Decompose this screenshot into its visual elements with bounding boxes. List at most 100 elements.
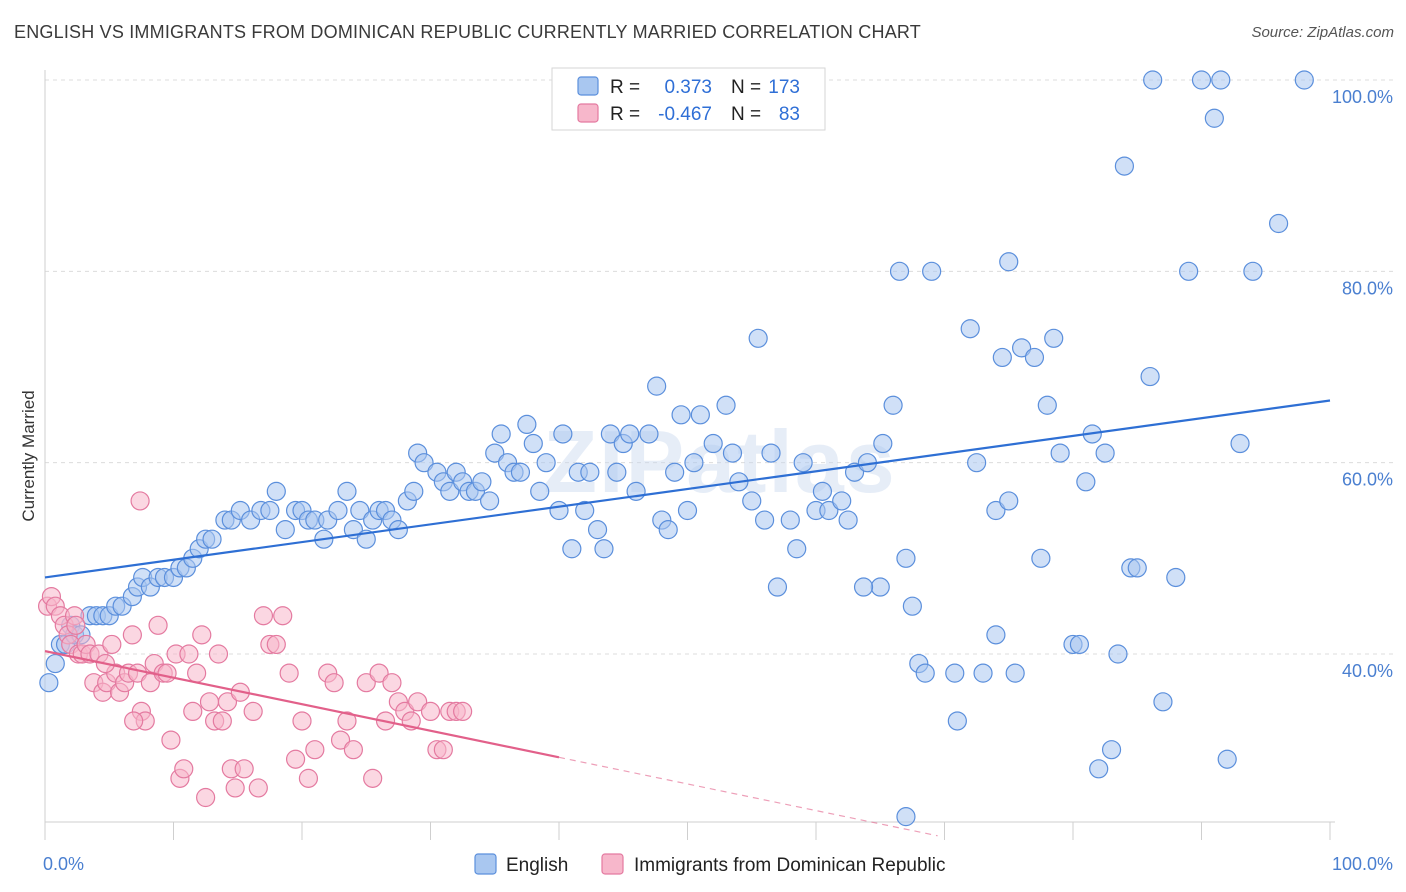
data-point <box>225 778 245 798</box>
data-point <box>279 663 299 683</box>
data-point <box>39 673 59 693</box>
bottom-legend-swatch-dominican <box>601 853 624 875</box>
data-point <box>480 491 500 511</box>
data-point <box>973 663 993 683</box>
data-point <box>945 663 965 683</box>
data-point <box>196 787 216 808</box>
data-point <box>343 740 363 760</box>
data-point <box>549 500 569 521</box>
data-point <box>1011 338 1032 358</box>
data-point <box>408 692 428 712</box>
data-point <box>420 701 441 722</box>
data-point <box>793 453 813 473</box>
data-point <box>363 768 383 788</box>
data-point <box>594 539 614 559</box>
data-point <box>1024 347 1045 368</box>
data-point <box>248 778 268 798</box>
data-point <box>587 520 608 540</box>
data-point <box>414 453 434 473</box>
chart-title: ENGLISH VS IMMIGRANTS FROM DOMINICAN REP… <box>14 22 921 42</box>
data-point <box>986 500 1006 521</box>
data-point <box>690 405 710 425</box>
data-point <box>844 462 865 482</box>
data-point <box>915 663 935 683</box>
data-point <box>873 433 893 454</box>
axes <box>44 70 1335 840</box>
data-point <box>1108 644 1128 664</box>
trend-line-dominican-extrapolated <box>558 756 938 837</box>
data-point <box>453 701 473 722</box>
data-point <box>1140 366 1160 387</box>
data-point <box>999 252 1019 272</box>
data-point <box>684 453 704 473</box>
data-point <box>1230 433 1250 454</box>
data-point <box>1268 213 1289 234</box>
data-point <box>992 347 1012 368</box>
data-point <box>999 491 1019 511</box>
legend-r-label: R = <box>610 77 640 98</box>
data-point <box>266 634 286 655</box>
data-point <box>1005 663 1025 683</box>
bottom-legend: English Immigrants from Dominican Republ… <box>474 853 946 876</box>
data-point <box>607 462 627 482</box>
data-point <box>1114 156 1135 176</box>
data-point <box>754 510 775 530</box>
y-tick-label: 60.0% <box>1342 470 1393 490</box>
data-point <box>130 491 150 511</box>
data-point <box>1179 261 1199 281</box>
data-point <box>562 539 582 559</box>
data-point <box>1127 558 1147 578</box>
legend-r-value-english: 0.373 <box>664 77 712 98</box>
data-point <box>748 328 768 348</box>
data-point <box>902 596 922 616</box>
data-point <box>703 433 723 454</box>
legend-n-value-english: 173 <box>768 77 800 98</box>
data-point <box>1101 740 1122 760</box>
data-point <box>812 481 833 501</box>
data-point <box>148 615 168 635</box>
bottom-legend-english: English <box>506 855 568 876</box>
data-point <box>382 673 402 693</box>
data-point <box>491 424 511 444</box>
data-point <box>580 462 600 482</box>
data-point <box>202 529 222 549</box>
data-point <box>896 548 916 568</box>
legend-r-label: R = <box>610 104 640 125</box>
data-point <box>285 749 306 769</box>
data-point <box>330 730 351 750</box>
data-point <box>1031 548 1051 568</box>
x-tick-label: 0.0% <box>43 854 84 874</box>
data-point <box>433 740 453 760</box>
data-point <box>161 730 181 750</box>
data-point <box>523 433 543 454</box>
data-point <box>722 443 743 463</box>
data-point <box>510 462 531 482</box>
data-point <box>819 500 839 521</box>
data-point <box>517 414 537 434</box>
data-point <box>275 520 295 540</box>
data-point <box>647 376 667 396</box>
data-point <box>66 615 86 635</box>
data-point <box>1044 328 1064 348</box>
data-point <box>369 663 389 683</box>
data-point <box>183 701 203 722</box>
data-point <box>922 261 942 281</box>
data-point <box>266 481 286 501</box>
data-point <box>787 539 807 559</box>
data-point <box>187 663 207 683</box>
y-tick-label: 40.0% <box>1342 661 1393 681</box>
data-point <box>292 711 312 731</box>
data-point <box>102 634 122 655</box>
trend-line-english <box>44 399 1331 579</box>
trend-lines <box>44 399 1331 837</box>
data-point <box>253 606 274 626</box>
source-label: Source: ZipAtlas.com <box>1251 24 1394 41</box>
legend-box: R = 0.373 N = 173 R = -0.467 N = 83 <box>551 67 826 131</box>
data-point <box>1069 634 1090 655</box>
data-point <box>337 711 357 731</box>
data-point <box>298 768 319 788</box>
data-point <box>174 759 194 779</box>
data-point <box>1076 472 1096 492</box>
data-point <box>404 481 424 501</box>
data-point <box>530 481 550 501</box>
